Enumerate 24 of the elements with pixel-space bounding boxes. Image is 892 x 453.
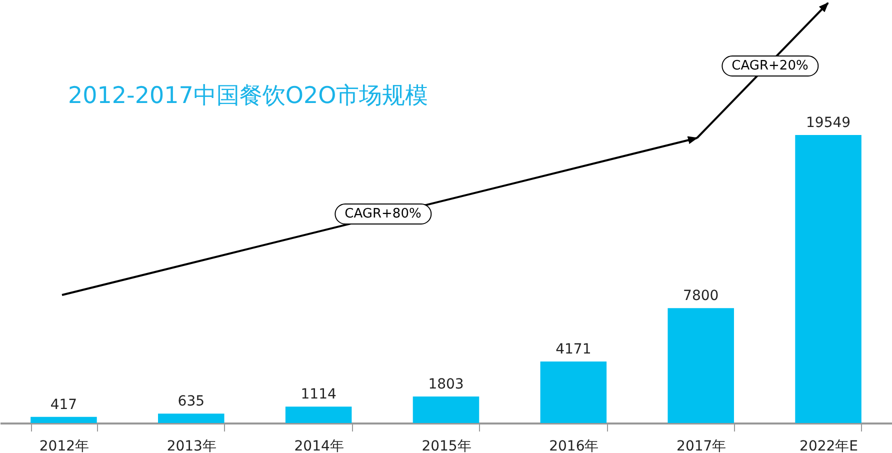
- data-label: 7800: [683, 288, 719, 304]
- data-label: 417: [50, 396, 78, 413]
- x-tick-label: 2012年: [39, 438, 90, 453]
- data-label: 1803: [428, 376, 464, 392]
- data-label: 635: [178, 394, 205, 410]
- x-tick-label: 2014年: [294, 438, 344, 453]
- bar: [795, 135, 862, 423]
- bar: [285, 406, 352, 423]
- x-tick-label: 2017年: [676, 438, 726, 453]
- bar: [158, 414, 224, 423]
- data-label: 4171: [556, 342, 592, 358]
- data-label: 1114: [300, 386, 336, 403]
- x-tick-label: 2015年: [422, 438, 472, 453]
- x-tick-label: 2016年: [549, 438, 599, 453]
- text: CAGR+20%: [722, 56, 818, 76]
- x-tick-label: 2022年E: [800, 438, 858, 453]
- x-tick-label: 2013年: [166, 438, 216, 453]
- bar: [668, 308, 734, 423]
- bar: [30, 416, 97, 423]
- bar: [540, 362, 607, 423]
- bar: [412, 396, 480, 423]
- chart-title: 2012-2017中国餐饮O2O市场规模: [68, 82, 428, 111]
- annotation: CAGR+80%: [334, 204, 432, 224]
- data-label: 19549: [806, 115, 851, 131]
